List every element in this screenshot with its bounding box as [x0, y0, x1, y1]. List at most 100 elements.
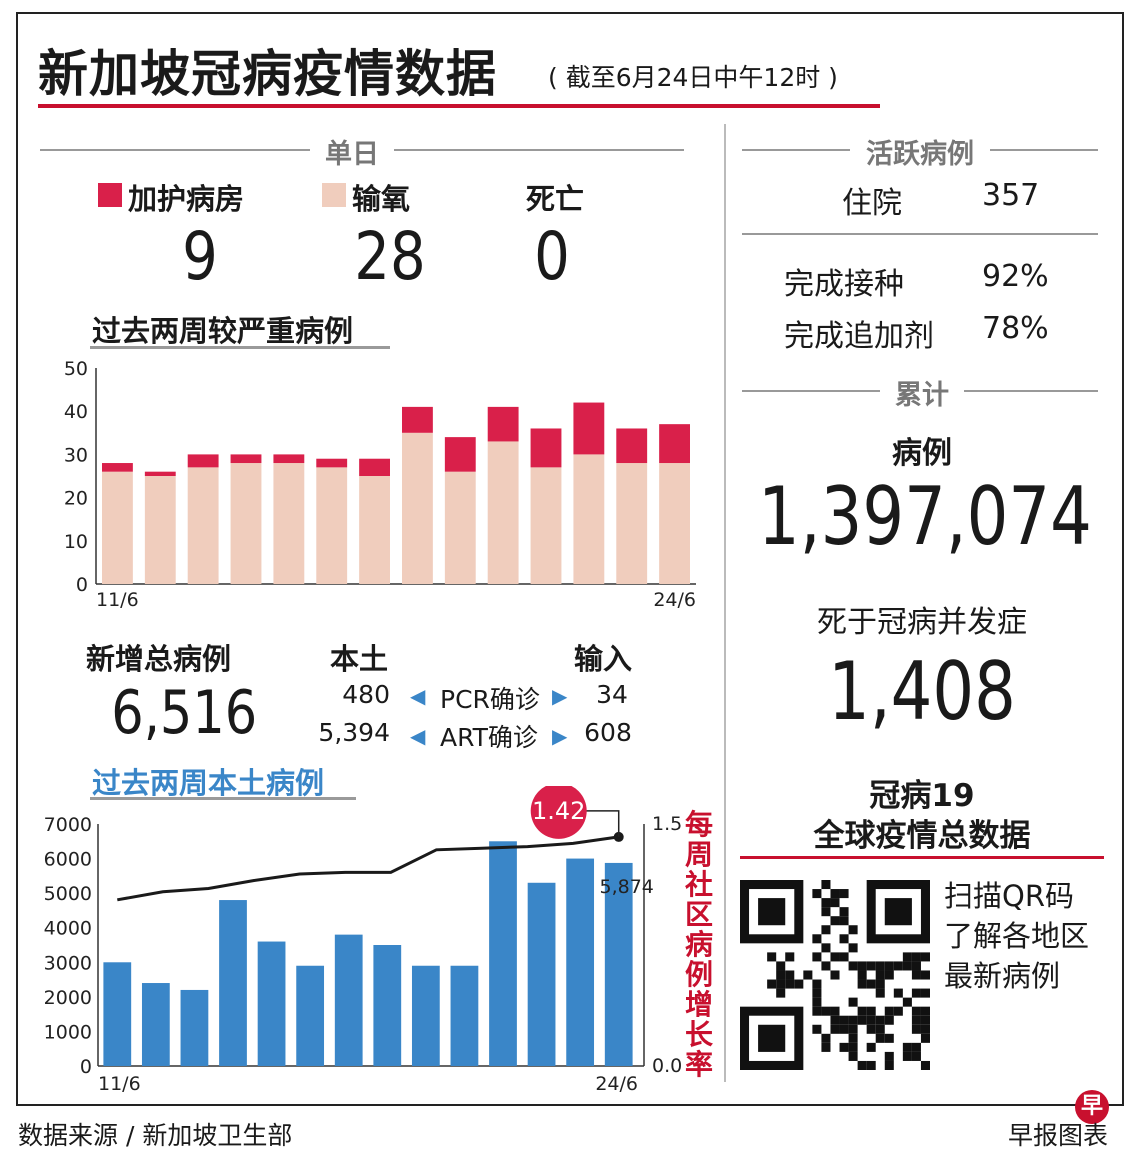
severe-y-tick-label: 20 — [64, 488, 88, 510]
qr-module — [884, 1060, 894, 1070]
qr-module — [839, 934, 849, 944]
daily-rule-right — [394, 149, 684, 151]
severe-y-tick-label: 0 — [76, 574, 88, 596]
title-rule — [38, 104, 880, 108]
qr-module — [821, 961, 831, 971]
qr-module — [911, 970, 921, 980]
qr-module — [848, 961, 858, 971]
qr-module — [875, 979, 885, 989]
cumulative-rule-left — [742, 390, 880, 392]
qr-module — [902, 1051, 912, 1061]
severe-bar-segment — [616, 463, 648, 584]
qr-module — [821, 1006, 831, 1016]
qr-module — [920, 1033, 930, 1043]
severe-bar-segment — [659, 463, 690, 584]
qr-module — [848, 1015, 858, 1025]
cumulative-deaths-label: 死于冠病并发症 — [817, 605, 1027, 640]
local-y-tick-label: 1000 — [44, 1021, 92, 1043]
art-method: ART确诊 — [440, 723, 538, 752]
local-bar — [489, 841, 517, 1066]
daily-heading: 单日 — [325, 139, 379, 170]
local-cases-chart: 0 1000 2000 3000 4000 5000 6000 7000 0.0 1.5 5,874… — [44, 786, 682, 1095]
severe-bar-segment — [616, 428, 648, 464]
death-label: 死亡 — [526, 182, 585, 216]
qr-module — [821, 943, 831, 953]
qr-module — [875, 1024, 885, 1034]
severe-x-tick-label-end: 24/6 — [653, 589, 696, 611]
qr-module — [920, 1024, 930, 1034]
local-bar — [257, 941, 286, 1066]
qr-module — [893, 1006, 903, 1016]
severe-bar-segment — [573, 454, 605, 584]
severe-bar-segment — [273, 454, 305, 464]
severe-bar-segment — [530, 428, 562, 468]
pcr-right-arrow-icon: ▶ — [552, 684, 568, 708]
local-y-tick-label: 4000 — [44, 918, 92, 940]
qr-module — [785, 952, 795, 962]
annotation-bubble — [530, 786, 587, 839]
qr-module — [875, 961, 885, 971]
qr-module — [902, 952, 912, 962]
pcr-import: 34 — [596, 680, 628, 709]
qr-module — [785, 970, 795, 980]
qr-module — [875, 970, 885, 980]
qr-module — [920, 1006, 930, 1016]
annotation-leader — [578, 810, 620, 837]
local-bar — [334, 934, 363, 1066]
qr-module — [830, 898, 840, 908]
cumulative-cases-value: 1,397,074 — [758, 470, 1092, 563]
qr-module — [911, 1024, 921, 1034]
page-title: 新加坡冠病疫情数据 — [38, 45, 497, 103]
growth-y-tick-label: 1.5 — [652, 813, 682, 835]
local-y-tick-label: 0 — [80, 1056, 92, 1078]
local-chart-title: 过去两周本土病例 — [92, 766, 325, 800]
growth-rate-line — [117, 835, 619, 902]
qr-module — [848, 943, 858, 953]
qr-module — [884, 1015, 894, 1025]
qr-module — [884, 961, 894, 971]
severe-bar-segment — [316, 458, 348, 468]
qr-module — [875, 1033, 885, 1043]
qr-module — [884, 1033, 894, 1043]
qr-module — [875, 1015, 885, 1025]
severe-y-tick-label: 50 — [64, 358, 88, 380]
qr-finder-core — [758, 1024, 786, 1052]
growth-rate-axis-label: 每周社区病例增长率 — [684, 808, 713, 1081]
severe-cases-chart: 0 10 20 30 40 50 11/6 24/6 — [64, 358, 696, 611]
qr-module — [794, 979, 804, 989]
qr-module — [812, 988, 822, 998]
active-heading: 活跃病例 — [866, 139, 974, 170]
qr-module — [920, 970, 930, 980]
qr-module — [812, 889, 822, 899]
qr-code-icon[interactable] — [740, 880, 930, 1070]
severe-bar-segment — [187, 467, 219, 584]
vaccinated-value: 92% — [982, 259, 1049, 294]
qr-module — [920, 1060, 930, 1070]
qr-module — [803, 970, 813, 980]
credit-text: 早报图表 — [1008, 1121, 1109, 1150]
qr-module — [920, 988, 930, 998]
severe-bar-segment — [573, 402, 605, 455]
qr-module — [884, 970, 894, 980]
art-local: 5,394 — [318, 718, 390, 747]
severe-bar-segment — [316, 467, 348, 584]
growth-y-tick-label: 0.0 — [652, 1055, 682, 1077]
pcr-left-arrow-icon: ◀ — [410, 684, 426, 708]
severe-bar-segment — [187, 454, 219, 468]
oxygen-value: 28 — [354, 218, 426, 295]
qr-module — [776, 970, 786, 980]
qr-module — [839, 916, 849, 926]
severe-bar-segment — [273, 463, 305, 584]
local-last-bar-label: 5,874 — [600, 876, 654, 898]
icu-label: 加护病房 — [128, 182, 245, 216]
qr-module — [812, 1006, 822, 1016]
source-text: 数据来源 / 新加坡卫生部 — [18, 1121, 293, 1150]
active-rule-left — [742, 149, 850, 151]
severe-bar-segment — [102, 471, 133, 584]
column-divider — [724, 124, 726, 1082]
local-x-tick-label-start: 11/6 — [98, 1073, 141, 1095]
qr-module — [911, 1015, 921, 1025]
qr-module — [812, 997, 822, 1007]
severe-bar-segment — [359, 476, 390, 584]
qr-module — [848, 997, 858, 1007]
